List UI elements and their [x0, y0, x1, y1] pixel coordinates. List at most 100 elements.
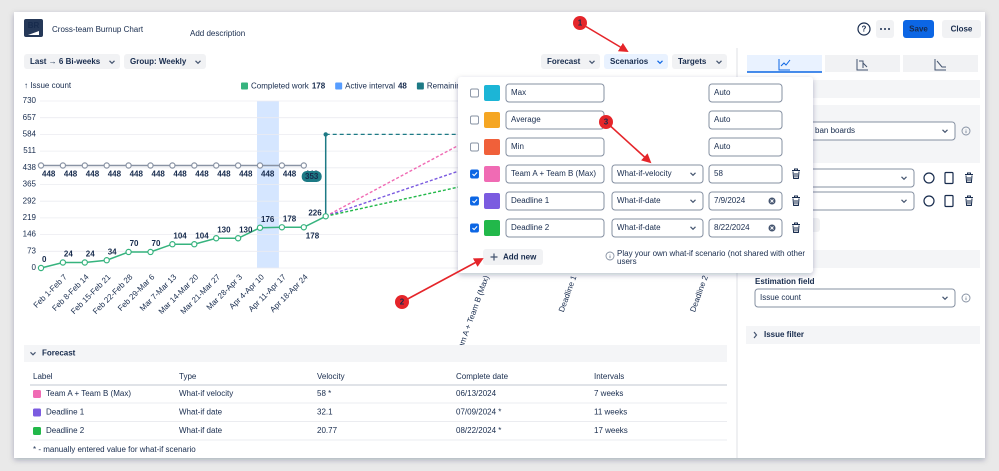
calculator-icon[interactable]	[944, 194, 954, 208]
data-label: 0	[42, 255, 47, 264]
close-label: Close	[951, 25, 973, 34]
value-input[interactable]	[708, 137, 783, 157]
series-point	[59, 162, 67, 169]
type-select[interactable]	[611, 164, 704, 184]
data-label: 70	[152, 239, 161, 248]
legend-value: 178	[312, 82, 326, 91]
estimation-select[interactable]	[754, 288, 956, 308]
value-input[interactable]	[708, 110, 783, 130]
checkbox[interactable]	[470, 196, 479, 206]
toolbar-button[interactable]	[672, 54, 727, 69]
scenario-name: Deadline 1	[511, 196, 550, 205]
series-point	[125, 248, 132, 256]
checkbox[interactable]	[470, 169, 479, 179]
scenarios-popup: Max Auto Average Auto Min Auto Team A + Team B…	[458, 77, 813, 273]
more-dot	[888, 28, 890, 30]
data-label: 130	[239, 225, 253, 234]
value-input[interactable]	[708, 164, 783, 184]
y-tick-label: 657	[23, 113, 37, 122]
checkmark	[472, 172, 478, 177]
value-input[interactable]	[708, 191, 783, 211]
toolbar-button-label: Scenarios	[610, 57, 649, 66]
trash-icon[interactable]	[792, 195, 800, 206]
estimate-icon[interactable]	[923, 195, 935, 207]
save-button[interactable]	[903, 20, 934, 38]
color-swatch[interactable]	[484, 139, 500, 155]
data-label: 448	[64, 170, 78, 179]
add-description[interactable]: Add description	[190, 29, 245, 38]
checkbox[interactable]	[470, 115, 479, 125]
y-tick-label: 219	[23, 213, 37, 222]
board-select-value: ban boards	[815, 126, 855, 135]
y-tick-label: 438	[23, 163, 37, 172]
table-cell: What-if date	[179, 408, 223, 417]
toolbar-button[interactable]	[604, 54, 668, 69]
forecast-line	[325, 133, 480, 217]
info-icon	[605, 251, 615, 261]
table-cell: Team A + Team B (Max)	[46, 389, 131, 398]
series-point	[59, 259, 67, 266]
y-tick-label: 511	[23, 146, 36, 155]
toolbar-button[interactable]	[124, 54, 206, 69]
legend-label: Remaining work	[427, 82, 485, 91]
data-label: 70	[130, 239, 139, 248]
chevron-icon	[901, 199, 907, 204]
column-header: Velocity	[317, 372, 345, 381]
close-button[interactable]	[942, 20, 981, 38]
series-point	[322, 213, 329, 220]
name-input[interactable]	[505, 218, 605, 238]
chevron-icon	[657, 60, 663, 65]
y-axis-label: ↑ Issue count	[24, 81, 72, 90]
chevron-icon	[690, 199, 696, 204]
color-swatch[interactable]	[484, 193, 500, 209]
scenario-name: Team A + Team B (Max)	[511, 169, 596, 178]
chevron-icon	[195, 60, 201, 65]
toolbar-button-label: Forecast	[547, 57, 581, 66]
series-point	[191, 162, 198, 169]
save-label: Save	[909, 25, 928, 34]
color-swatch[interactable]	[484, 166, 500, 182]
data-label: 130	[217, 225, 231, 234]
type-select[interactable]	[611, 191, 704, 211]
type-select[interactable]	[611, 218, 704, 238]
y-tick-label: 292	[23, 196, 37, 205]
checkbox[interactable]	[470, 142, 479, 152]
toolbar-button-label: Group: Weekly	[130, 57, 187, 66]
series-point	[234, 162, 242, 169]
panel-section[interactable]	[746, 326, 980, 344]
row-swatch	[33, 408, 41, 417]
table-footnote: * - manually entered value for what-if s…	[33, 445, 196, 454]
value-input[interactable]	[708, 218, 783, 238]
calculator-icon[interactable]	[944, 171, 954, 185]
toolbar-button[interactable]	[541, 54, 600, 69]
name-input[interactable]	[505, 137, 605, 157]
checkbox[interactable]	[470, 88, 479, 98]
y-tick-label: 730	[23, 96, 37, 105]
scenario-note: users	[617, 257, 637, 266]
color-swatch[interactable]	[484, 85, 500, 101]
trash-icon[interactable]	[792, 222, 800, 233]
chevron-icon	[30, 351, 36, 356]
table-section-header[interactable]	[24, 345, 727, 362]
more-dot	[880, 28, 882, 30]
panel-tab[interactable]	[903, 55, 978, 72]
trash-icon[interactable]	[792, 168, 800, 179]
name-input[interactable]	[505, 83, 605, 103]
data-label: 104	[173, 231, 187, 240]
add-new-button[interactable]	[483, 249, 543, 265]
expand-icon	[753, 331, 758, 339]
name-input[interactable]	[505, 191, 605, 211]
color-swatch[interactable]	[484, 112, 500, 128]
name-input[interactable]	[505, 164, 605, 184]
toolbar-button[interactable]	[24, 54, 120, 69]
forecast-table: Forecast Label Type Velocity Complete date In…	[24, 345, 727, 454]
color-swatch[interactable]	[484, 220, 500, 236]
value-input[interactable]	[708, 83, 783, 103]
scenario-value: 58	[714, 169, 723, 178]
estimate-icon[interactable]	[923, 172, 935, 184]
callout-arrow	[579, 22, 629, 52]
panel-tab-icon	[778, 59, 791, 71]
help-button[interactable]	[857, 22, 871, 36]
checkbox[interactable]	[470, 223, 479, 233]
